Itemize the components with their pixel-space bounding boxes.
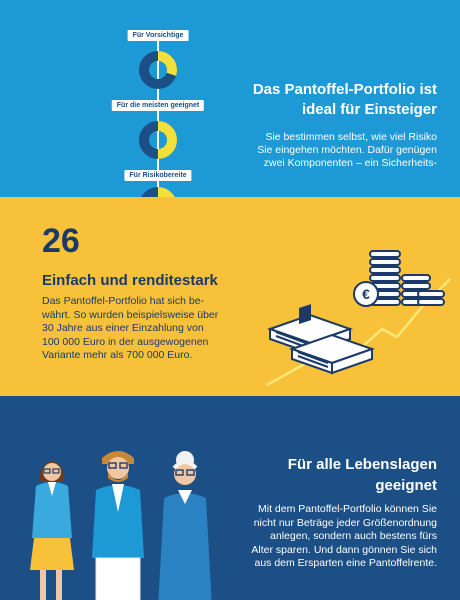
grandma-figure (158, 451, 212, 600)
donut-connector-line (157, 40, 159, 197)
donut-chart-meisten (139, 121, 177, 159)
people-illustration (30, 451, 212, 600)
donut-segment-risk (139, 51, 177, 89)
lebenslagen-title: Für alle Lebenslagen geeignet (288, 454, 437, 496)
donut-segment-risk (139, 121, 177, 159)
woman-figure (30, 461, 74, 600)
portfolio-text-line: Sie bestimmen selbst, wie viel Risiko (265, 131, 437, 143)
rendite-text: Das Pantoffel-Portfolio hat sich be- wäh… (42, 295, 242, 363)
donut-label-vorsichtige: Für Vorsichtige (127, 30, 189, 41)
lebenslagen-text-line: anlegen, sondern auch bestens fürs (270, 530, 437, 542)
portfolio-title: Das Pantoffel-Portfolio ist ideal für Ei… (253, 80, 437, 120)
lebenslagen-text: Mit dem Pantoffel-Portfolio können Sie n… (251, 503, 437, 571)
rendite-text-line: 100 000 Euro in der ausgewogenen (42, 335, 209, 348)
portfolio-text-line: zwei Komponenten – ein Sicherheits- (263, 157, 437, 169)
donut-chart-vorsichtige (139, 51, 177, 89)
portfolio-section: Für Vorsichtige Für die meisten geeignet… (0, 0, 460, 197)
money-illustration: € (266, 250, 451, 387)
rendite-text-line: 30 Jahre aus einer Einzahlung von (42, 322, 204, 334)
lebenslagen-title-line: Für alle Lebenslagen (287, 456, 437, 473)
rendite-text-line: Variante mehr als 700 000 Euro. (42, 349, 193, 361)
svg-text:€: € (362, 286, 370, 302)
portfolio-text: Sie bestimmen selbst, wie viel Risiko Si… (257, 131, 437, 170)
lebenslagen-title-line: geeignet (375, 477, 437, 494)
man-figure (92, 451, 144, 600)
lebenslagen-text-line: aus dem Ersparten eine Pantoffelrente. (254, 557, 437, 569)
donut-chart-risikobereite (139, 187, 177, 197)
lebenslagen-section: Für alle Lebenslagen geeignet Mit dem Pa… (0, 396, 460, 600)
donut-label-meisten: Für die meisten geeignet (111, 100, 205, 111)
rendite-title: Einfach und renditestark (42, 272, 218, 289)
donut-label-risikobereite: Für Risikobereite (124, 170, 192, 181)
portfolio-title-line: ideal für Einsteiger (301, 101, 437, 118)
lebenslagen-text-line: Mit dem Pantoffel-Portfolio können Sie (258, 503, 437, 515)
banknote-bundle-icon (288, 333, 376, 375)
portfolio-title-line: Das Pantoffel-Portfolio ist (252, 81, 437, 98)
rendite-section: 26 Einfach und renditestark Das Pantoffe… (0, 197, 460, 396)
big-number: 26 (42, 222, 80, 260)
lebenslagen-text-line: nicht nur Beträge jeder Größenordnung (253, 516, 437, 529)
lebenslagen-text-line: Alter sparen. Und dann gönnen Sie sich (251, 543, 437, 556)
portfolio-text-line: Sie eingehen möchten. Dafür genügen (257, 144, 437, 156)
rendite-text-line: währt. So wurden beispielsweise über (42, 308, 219, 321)
euro-coin-icon: € (353, 281, 379, 307)
donut-segment-risk (139, 187, 177, 197)
rendite-text-line: Das Pantoffel-Portfolio hat sich be- (42, 295, 205, 307)
coin-stack-icon (417, 290, 445, 306)
